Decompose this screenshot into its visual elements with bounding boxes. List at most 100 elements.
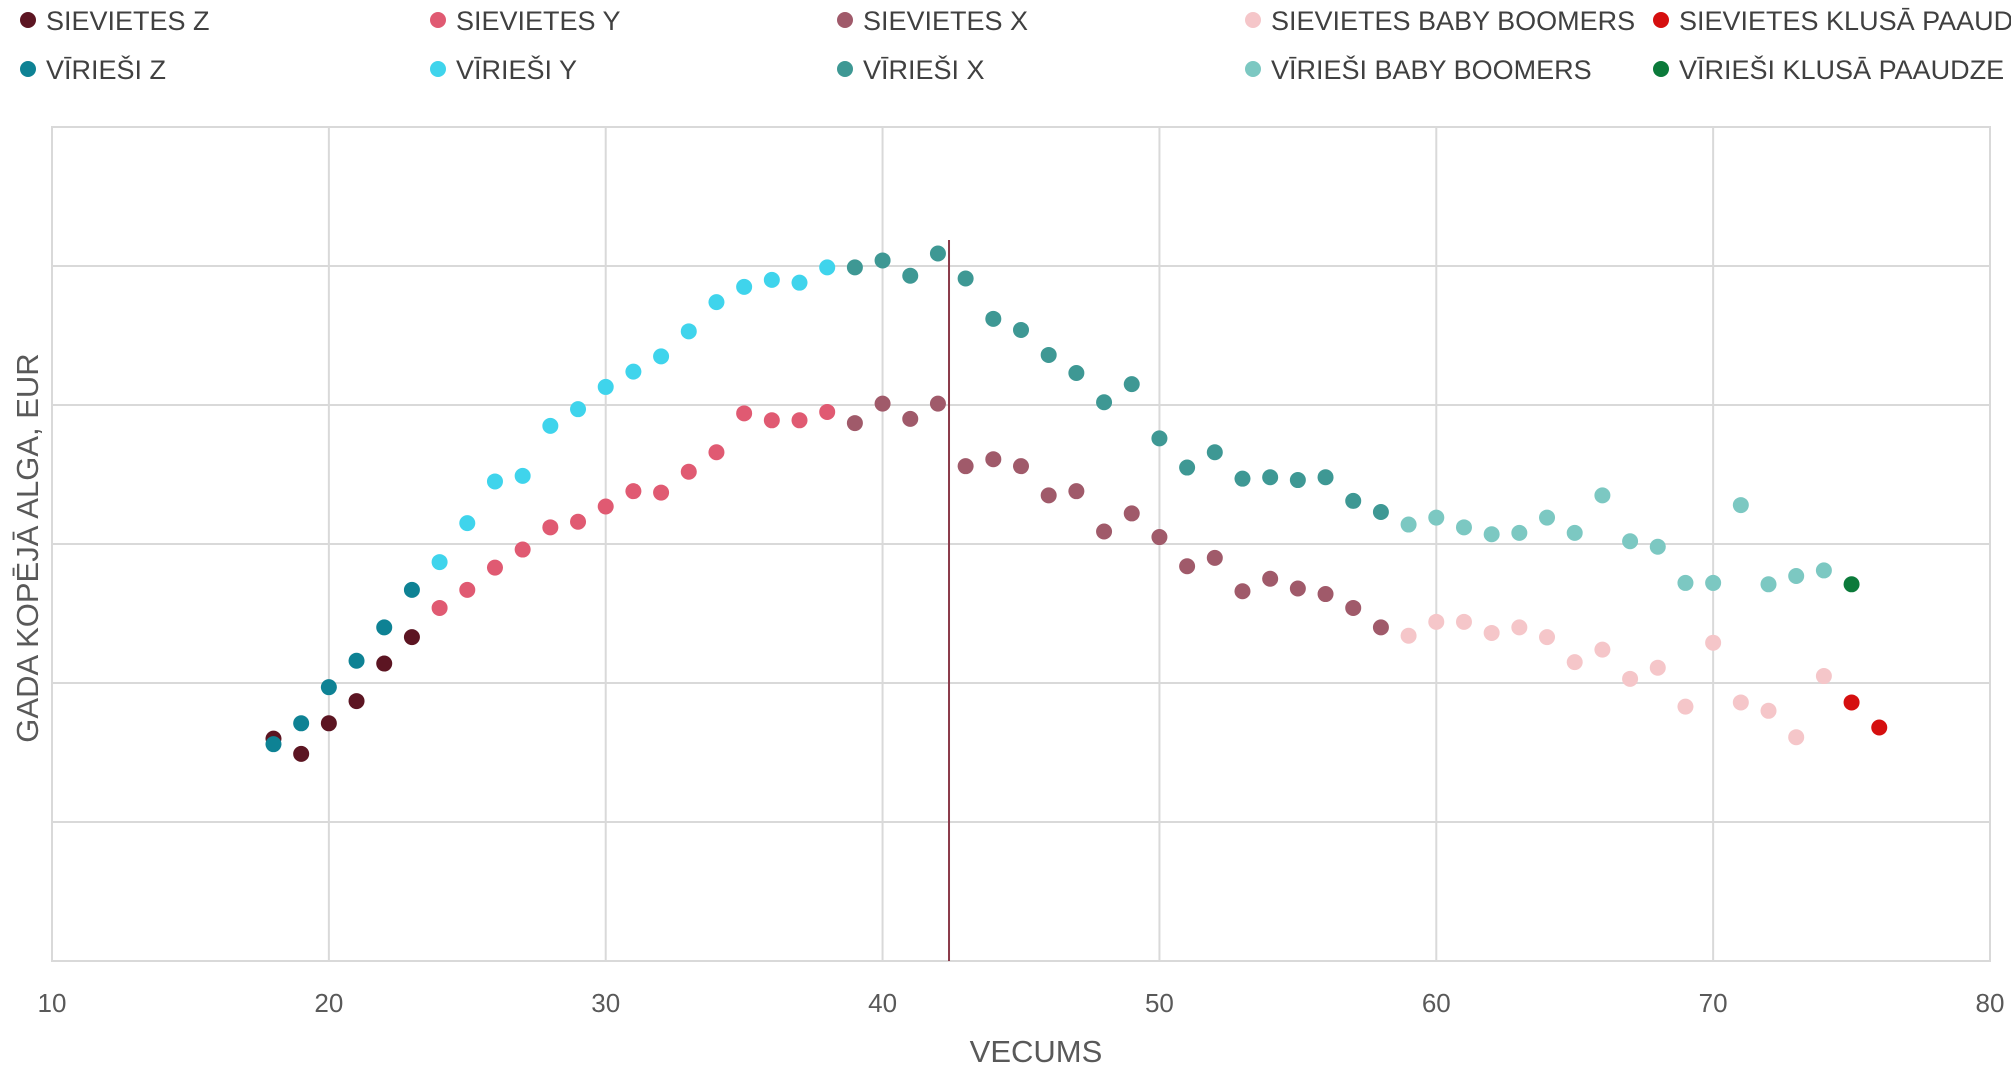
legend-label: SIEVIETES X bbox=[863, 6, 1028, 36]
data-point bbox=[1815, 562, 1832, 579]
data-point bbox=[653, 348, 670, 365]
data-point bbox=[1068, 365, 1085, 382]
legend-marker bbox=[1653, 61, 1669, 77]
data-point bbox=[597, 498, 614, 515]
data-point bbox=[1372, 619, 1389, 636]
data-point bbox=[348, 652, 365, 669]
data-point bbox=[514, 541, 531, 558]
data-point bbox=[403, 629, 420, 646]
data-point bbox=[929, 245, 946, 262]
data-point bbox=[1483, 526, 1500, 543]
data-point bbox=[542, 417, 559, 434]
x-axis-ticks: 10 20 30 40 50 60 70 80 bbox=[38, 988, 2005, 1018]
data-point bbox=[1677, 574, 1694, 591]
data-point bbox=[1539, 629, 1556, 646]
data-point bbox=[1788, 567, 1805, 584]
data-point bbox=[376, 619, 393, 636]
legend-label: SIEVIETES BABY BOOMERS bbox=[1271, 6, 1635, 36]
data-point bbox=[680, 323, 697, 340]
data-point bbox=[625, 483, 642, 500]
data-point bbox=[819, 259, 836, 276]
data-point bbox=[570, 401, 587, 418]
legend-label: VĪRIEŠI X bbox=[863, 54, 985, 85]
data-point bbox=[1594, 641, 1611, 658]
data-point bbox=[1428, 613, 1445, 630]
data-point bbox=[902, 267, 919, 284]
plot-area bbox=[51, 126, 1991, 962]
legend-marker bbox=[1245, 12, 1261, 28]
data-point bbox=[1262, 570, 1279, 587]
data-point bbox=[680, 463, 697, 480]
data-point bbox=[1013, 321, 1029, 338]
data-point bbox=[1400, 516, 1417, 533]
data-point bbox=[1871, 719, 1888, 736]
data-point bbox=[1815, 668, 1832, 685]
data-point bbox=[1788, 729, 1805, 746]
x-tick-label: 20 bbox=[314, 988, 343, 1018]
data-point bbox=[431, 554, 448, 571]
data-point bbox=[1289, 580, 1306, 597]
data-point bbox=[1151, 430, 1168, 447]
data-point bbox=[1732, 497, 1749, 514]
data-point bbox=[459, 581, 476, 598]
data-point bbox=[1428, 509, 1445, 526]
data-point bbox=[874, 252, 891, 269]
data-point bbox=[791, 274, 808, 291]
data-point bbox=[1594, 487, 1611, 504]
data-point bbox=[514, 467, 531, 484]
data-point bbox=[874, 395, 891, 412]
x-tick-label: 40 bbox=[868, 988, 897, 1018]
data-point bbox=[1705, 634, 1722, 651]
data-point bbox=[1760, 576, 1777, 593]
data-point bbox=[265, 736, 282, 753]
data-point bbox=[1705, 574, 1722, 591]
data-point bbox=[1317, 586, 1334, 603]
plot-border bbox=[51, 126, 1991, 962]
data-point bbox=[1206, 444, 1223, 461]
x-tick-label: 60 bbox=[1422, 988, 1451, 1018]
y-axis-label: GADA KOPĒJĀ ALGA, EUR bbox=[10, 353, 45, 742]
data-point bbox=[1123, 505, 1140, 522]
data-point bbox=[1123, 376, 1140, 393]
data-point bbox=[1234, 470, 1251, 487]
data-point bbox=[1649, 659, 1666, 676]
legend-marker bbox=[430, 61, 446, 77]
data-point bbox=[1622, 533, 1639, 550]
data-point bbox=[293, 715, 310, 732]
x-tick-label: 50 bbox=[1145, 988, 1174, 1018]
x-axis-label: VECUMS bbox=[970, 1034, 1103, 1066]
data-point bbox=[819, 403, 836, 420]
legend-label: SIEVIETES Z bbox=[46, 6, 210, 36]
legend: SIEVIETES Z SIEVIETES Y SIEVIETES X SIEVIET… bbox=[20, 6, 2011, 85]
data-point bbox=[736, 405, 753, 422]
data-point bbox=[846, 415, 863, 432]
data-point bbox=[403, 581, 420, 598]
data-point bbox=[1455, 519, 1472, 536]
legend-marker bbox=[430, 12, 446, 28]
data-point bbox=[791, 412, 808, 429]
legend-item: SIEVIETES Z bbox=[20, 6, 210, 36]
data-point bbox=[1262, 469, 1279, 486]
legend-item: VĪRIEŠI Y bbox=[430, 54, 577, 85]
data-point bbox=[459, 515, 476, 532]
legend-label: SIEVIETES Y bbox=[456, 6, 621, 36]
legend-item: VĪRIEŠI X bbox=[837, 54, 985, 85]
data-point bbox=[542, 519, 559, 536]
legend-item: SIEVIETES X bbox=[837, 6, 1028, 36]
data-point bbox=[1539, 509, 1556, 526]
data-point bbox=[985, 451, 1002, 468]
data-point bbox=[625, 363, 642, 380]
data-point bbox=[1179, 558, 1196, 575]
data-point bbox=[1843, 694, 1860, 711]
legend-marker bbox=[837, 61, 853, 77]
legend-marker bbox=[1653, 12, 1669, 28]
data-point bbox=[1234, 583, 1251, 600]
data-point bbox=[1511, 524, 1528, 541]
data-point bbox=[653, 484, 670, 501]
data-point bbox=[1511, 619, 1528, 636]
data-point bbox=[763, 412, 780, 429]
legend-marker bbox=[20, 12, 36, 28]
data-point bbox=[320, 679, 337, 696]
data-point bbox=[957, 458, 974, 475]
data-point bbox=[957, 270, 974, 287]
